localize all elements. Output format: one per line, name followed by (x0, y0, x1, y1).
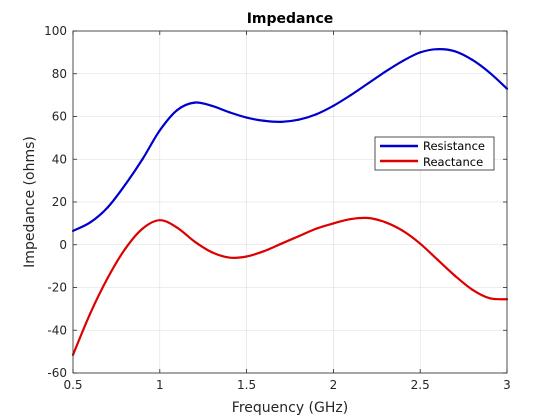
data-point-reactance (488, 297, 491, 300)
data-point-reactance (106, 276, 109, 279)
chart-title: Impedance (247, 11, 334, 27)
y-tick-label: 0 (59, 238, 67, 252)
series-line-reactance (71, 216, 508, 356)
data-point-resistance (332, 104, 335, 107)
data-point-reactance (262, 250, 266, 253)
y-tick-label: -60 (47, 366, 67, 380)
data-point-resistance (471, 58, 474, 61)
data-point-resistance (349, 94, 352, 97)
data-point-resistance (123, 183, 127, 186)
data-point-resistance (228, 111, 231, 114)
x-tick-label: 2 (330, 378, 338, 392)
data-point-reactance (89, 312, 92, 315)
legend-label-resistance: Resistance (423, 139, 485, 153)
y-axis-label: Impedance (ohms) (22, 136, 38, 268)
data-point-reactance (176, 226, 179, 229)
data-point-reactance (228, 256, 231, 259)
x-axis-label: Frequency (GHz) (232, 400, 348, 416)
y-tick-label: -20 (47, 281, 67, 295)
data-point-resistance (436, 48, 439, 51)
data-point-reactance (471, 288, 474, 291)
data-point-reactance (158, 219, 161, 222)
data-point-reactance (436, 258, 439, 261)
data-point-reactance (141, 227, 144, 230)
data-point-reactance (349, 218, 352, 221)
data-point-reactance (332, 222, 335, 225)
data-point-resistance (210, 104, 213, 107)
data-point-reactance (401, 229, 404, 232)
data-point-resistance (158, 129, 161, 132)
y-tick-label: 100 (44, 24, 67, 38)
data-point-resistance (314, 113, 318, 116)
data-point-resistance (280, 120, 283, 123)
data-point-resistance (141, 158, 144, 161)
data-point-reactance (297, 235, 300, 238)
data-point-resistance (89, 221, 92, 224)
data-point-reactance (245, 255, 248, 258)
data-point-reactance (280, 242, 283, 245)
data-point-reactance (367, 216, 370, 220)
data-point-resistance (297, 118, 300, 121)
series-layer (71, 48, 509, 356)
data-point-resistance (262, 119, 266, 122)
axis-ticks (72, 30, 508, 374)
data-point-reactance (123, 247, 127, 251)
data-point-resistance (245, 116, 248, 119)
data-point-resistance (488, 71, 491, 74)
data-point-reactance (384, 221, 387, 224)
data-point-reactance (210, 251, 213, 254)
x-tick-label: 1 (156, 378, 164, 392)
y-tick-label: 80 (52, 67, 67, 81)
y-tick-label: -40 (47, 323, 67, 337)
y-tick-label: 60 (52, 110, 67, 124)
tick-labels: 0.5 1 1.5 2 2.5 3 -60 -40 -20 0 20 40 60 80 100 (44, 24, 511, 392)
x-tick-label: 2.5 (411, 378, 430, 392)
data-point-reactance (193, 240, 196, 243)
data-point-resistance (384, 70, 387, 73)
data-point-resistance (176, 108, 179, 112)
y-tick-label: 40 (52, 152, 67, 166)
data-point-reactance (453, 274, 457, 277)
data-point-resistance (193, 101, 196, 104)
legend-box (374, 136, 495, 171)
data-point-resistance (419, 51, 422, 54)
y-tick-label: 20 (52, 195, 67, 209)
series-line-resistance (72, 48, 508, 232)
data-point-resistance (106, 206, 109, 209)
x-tick-label: 0.5 (63, 378, 82, 392)
data-point-resistance (453, 50, 457, 53)
x-tick-label: 1.5 (237, 378, 256, 392)
legend-label-reactance: Reactance (423, 155, 483, 169)
x-tick-label: 3 (503, 378, 511, 392)
data-point-reactance (419, 242, 422, 245)
legend: Resistance Reactance (374, 136, 495, 171)
data-point-resistance (367, 82, 370, 85)
data-point-reactance (314, 227, 318, 230)
data-point-resistance (401, 59, 404, 63)
grid (72, 30, 508, 374)
